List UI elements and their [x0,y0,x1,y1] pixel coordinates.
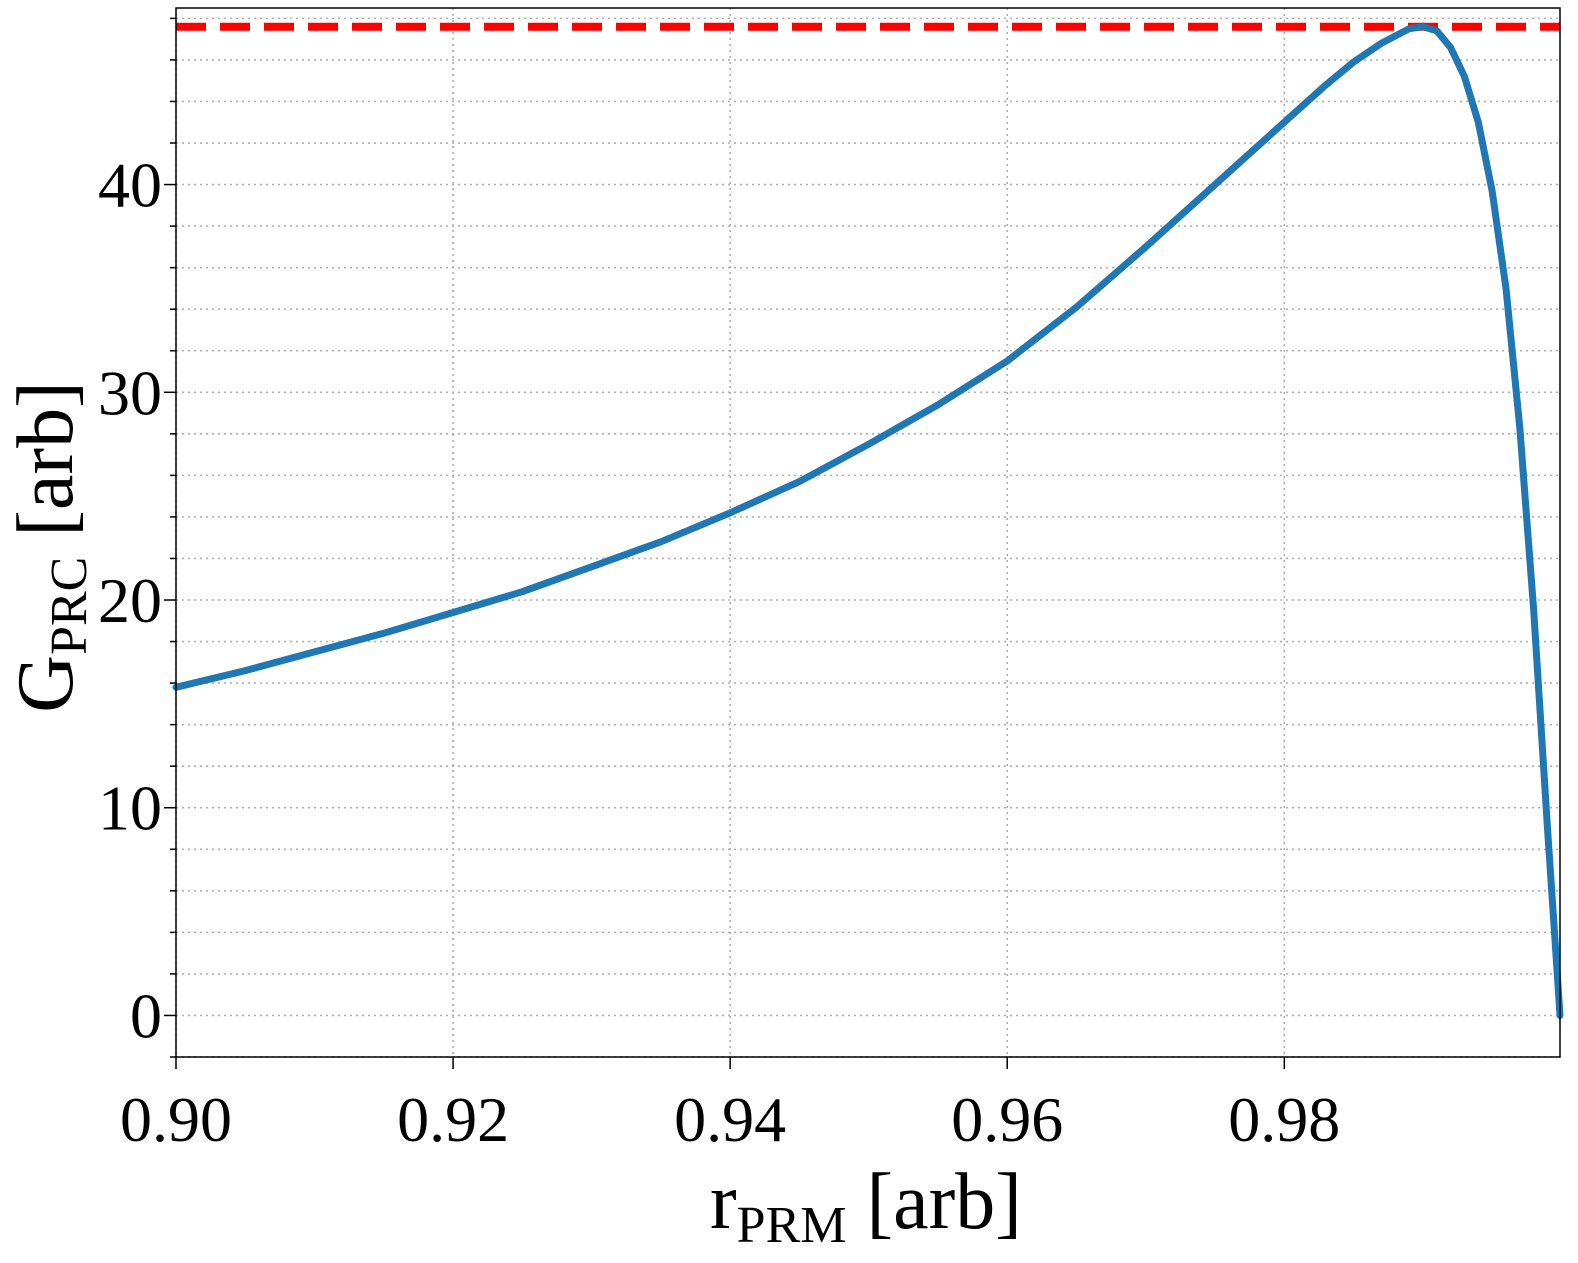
y-tick-label: 10 [98,773,162,844]
x-tick-label: 0.92 [397,1084,509,1155]
x-tick-label: 0.98 [1228,1084,1340,1155]
series-line [172,23,1564,1019]
y-tick-label: 0 [130,980,162,1051]
tick-labels: 0.90 0.92 0.94 0.96 0.98 0 10 20 30 40 [98,150,1340,1155]
x-tick-label: 0.90 [120,1084,232,1155]
x-tick-label: 0.96 [951,1084,1063,1155]
x-axis-label: rPRM [arb] [710,1158,1022,1254]
x-tick-label: 0.94 [674,1084,786,1155]
axis-ticks [164,17,1286,1069]
y-axis-label: GPRC [arb] [2,381,98,713]
y-tick-label: 40 [98,150,162,221]
plot-frame [175,7,1561,1058]
y-tick-label: 30 [98,357,162,428]
series-layer [172,22,1564,1019]
grid-lines [175,8,1560,1058]
y-tick-label: 20 [98,565,162,636]
